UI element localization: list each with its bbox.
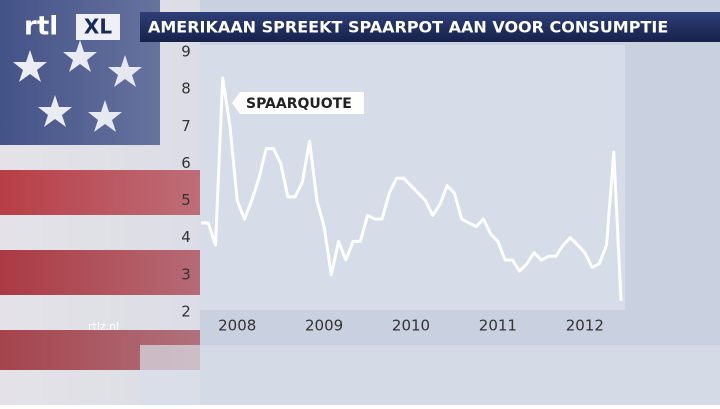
legend-label: SPAARQUOTE — [246, 96, 352, 112]
footer: rtlz.nl — [88, 320, 119, 333]
chart-title: AMERIKAAN SPREEKT SPAARPOT AAN VOOR CONS… — [148, 18, 668, 37]
x-tick-label: 2012 — [566, 317, 604, 335]
y-tick-label: 8 — [181, 80, 191, 98]
logo-badge: XL — [84, 15, 112, 39]
x-tick-label: 2009 — [305, 317, 343, 335]
y-tick-label: 7 — [181, 117, 191, 135]
y-tick-label: 3 — [181, 265, 191, 283]
y-tick-label: 9 — [181, 43, 191, 61]
y-tick-label: 5 — [181, 191, 191, 209]
x-tick-label: 2011 — [479, 317, 517, 335]
x-tick-label: 2008 — [218, 317, 256, 335]
y-tick-label: 2 — [181, 303, 191, 321]
x-tick-label: 2010 — [392, 317, 430, 335]
y-tick-label: 6 — [181, 154, 191, 172]
title-bar — [140, 12, 720, 42]
legend-box — [232, 92, 364, 114]
plot-area — [200, 45, 625, 310]
line — [201, 76, 623, 301]
y-tick-label: 4 — [181, 228, 191, 246]
logo-badge-box — [76, 14, 120, 40]
logo-brand: rtl — [24, 12, 58, 42]
